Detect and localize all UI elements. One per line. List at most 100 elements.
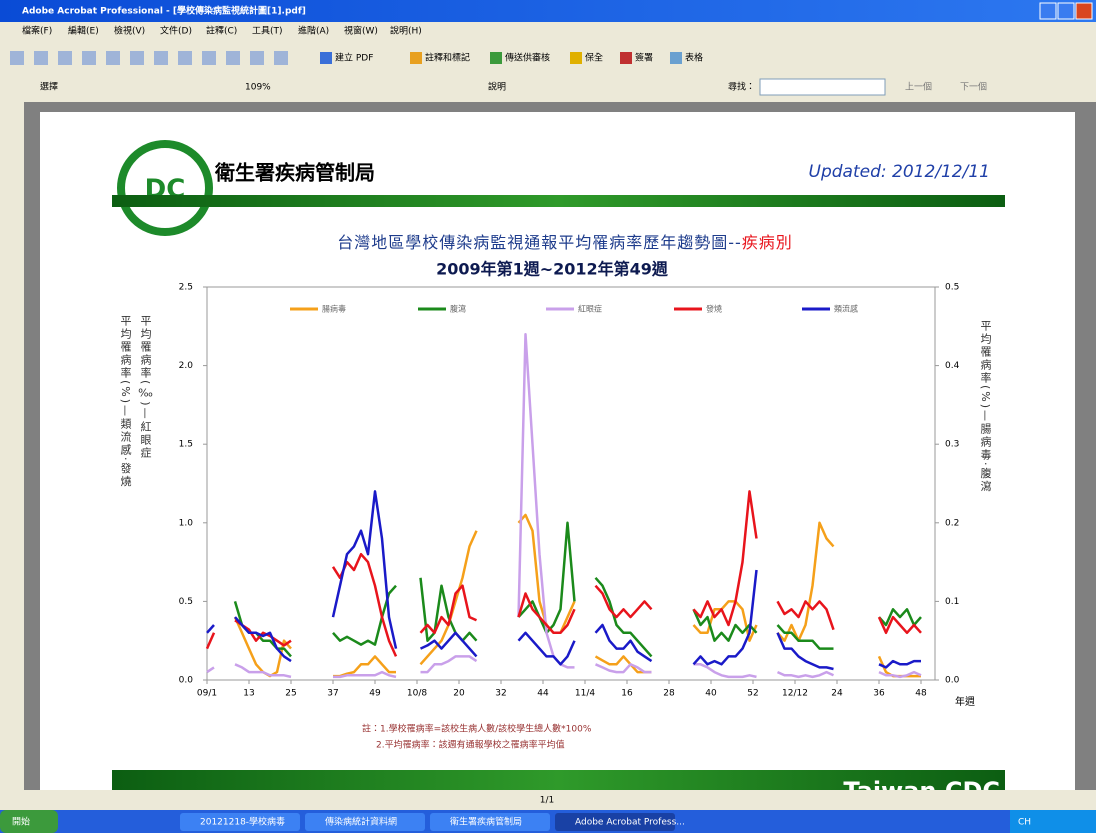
tool-icon[interactable] — [226, 51, 240, 65]
task-button[interactable] — [305, 813, 425, 831]
tool-icon[interactable] — [34, 51, 48, 65]
find-label: 尋找： — [728, 81, 755, 93]
x-tick-label: 49 — [369, 689, 381, 699]
minimize-button[interactable] — [1039, 2, 1057, 20]
x-tick-label: 13 — [243, 689, 254, 699]
page-indicator[interactable]: 1/1 — [540, 796, 554, 806]
x-tick-label: 09/1 — [197, 689, 217, 699]
tool-icon[interactable] — [410, 52, 422, 64]
y-tick-label: 1.0 — [179, 518, 194, 528]
logo — [117, 140, 213, 236]
tool-button[interactable]: 109% — [245, 83, 271, 93]
menu-item[interactable]: 視窗(W) — [344, 25, 378, 37]
tool-icon[interactable] — [274, 51, 288, 65]
note: 註：1.學校罹病率=該校生病人數/該校學生總人數*100% — [362, 723, 592, 735]
maximize-button[interactable] — [1057, 2, 1075, 20]
legend-label[interactable]: 紅眼症 — [578, 304, 602, 314]
chart: 0.0 0.5 1.0 1.5 2.0 2.5 0.0 0.1 0.2 0.3 0.4 0.5 09/1… — [179, 283, 960, 699]
chart-title: 台灣地區學校傳染病監視通報平均罹病率歷年趨勢圖--疾病別 — [337, 233, 793, 252]
y2-tick-label: 0.1 — [945, 597, 959, 607]
close-button[interactable] — [1075, 2, 1093, 20]
tool-button[interactable]: 簽署 — [635, 52, 653, 64]
menu-item[interactable]: 編輯(E) — [68, 25, 99, 37]
tool-button[interactable]: 選擇 — [40, 81, 58, 93]
x-tick-label: 24 — [831, 689, 843, 699]
tool-icon[interactable] — [130, 51, 144, 65]
menu-item[interactable]: 進階(A) — [298, 25, 329, 37]
tool-icon[interactable] — [178, 51, 192, 65]
tool-button[interactable]: 保全 — [585, 52, 603, 64]
series-line — [206, 332, 922, 679]
tool-icon[interactable] — [82, 51, 96, 65]
legend-label[interactable]: 腸病毒 — [322, 304, 346, 314]
task-label[interactable]: 衛生署疾病管制局 — [450, 816, 522, 828]
tool-button[interactable]: 建立 PDF — [335, 52, 373, 64]
legend-label[interactable]: 發燒 — [706, 304, 722, 314]
tool-icon[interactable] — [154, 51, 168, 65]
tool-icon[interactable] — [320, 52, 332, 64]
y-tick-label: 2.5 — [179, 283, 193, 293]
series-line — [206, 490, 921, 671]
task-button[interactable] — [180, 813, 300, 831]
tool-icon[interactable] — [570, 52, 582, 64]
x-tick-label: 48 — [915, 689, 927, 699]
task-label[interactable]: 開始 — [12, 816, 30, 828]
menu-item[interactable]: 檢視(V) — [114, 25, 145, 37]
x-tick-label: 20 — [453, 689, 465, 699]
task-label[interactable]: 20121218-學校病毒 — [200, 816, 285, 828]
find-box[interactable] — [759, 78, 886, 96]
task-button[interactable] — [430, 813, 550, 831]
find-prev[interactable]: 上一個 — [905, 81, 932, 93]
status-bar — [0, 790, 1096, 810]
legend-label[interactable]: 腹瀉 — [450, 304, 466, 314]
legend-label[interactable]: 類流感 — [834, 304, 858, 314]
updated: Updated: 2012/12/11 — [809, 162, 990, 182]
find-next[interactable]: 下一個 — [960, 81, 987, 93]
x-tick-label: 52 — [747, 689, 758, 699]
menu-item[interactable]: 註釋(C) — [206, 25, 237, 37]
nav-pane — [0, 102, 24, 790]
tool-icon[interactable] — [106, 51, 120, 65]
x-tick-label: 10/8 — [407, 689, 427, 699]
y2-tick-label: 0.5 — [945, 283, 959, 293]
x-axis-label: 年週 — [955, 695, 975, 708]
start-button[interactable] — [0, 810, 58, 833]
footer-bar — [112, 770, 1005, 790]
chart-subtitle: 2009年第1週~2012年第49週 — [436, 260, 669, 279]
tool-icon[interactable] — [490, 52, 502, 64]
tool-button[interactable]: 說明 — [488, 81, 506, 93]
tool-icon[interactable] — [58, 51, 72, 65]
x-tick-label: 28 — [663, 689, 675, 699]
y2-tick-label: 0.3 — [945, 440, 959, 450]
tool-icon[interactable] — [670, 52, 682, 64]
task-label[interactable]: 傳染病統計資料網 — [325, 816, 397, 828]
y2-axis-label: 平均罹病率(%)—腸病毒·腹瀉 — [979, 320, 992, 494]
org-name: 衛生署疾病管制局 — [214, 161, 375, 185]
pdf-page — [40, 112, 1075, 792]
y2-tick-label: 0.4 — [945, 361, 960, 371]
tool-button[interactable]: 註釋和標記 — [425, 52, 470, 64]
task-label[interactable]: Adobe Acrobat Profess... — [575, 818, 685, 828]
series-line — [205, 490, 922, 657]
title-main: 台灣地區學校傳染病監視通報平均罹病率歷年趨勢圖-- — [337, 233, 742, 252]
tool-icon[interactable] — [250, 51, 264, 65]
tool-button[interactable]: 表格 — [685, 52, 703, 64]
menu-bar: 檔案(F) 編輯(E) 檢視(V) 文件(D) 註釋(C) 工具(T) 進階(A) 視窗(W)… — [22, 25, 422, 37]
task-button[interactable] — [555, 813, 675, 831]
menu-item[interactable]: 工具(T) — [252, 26, 283, 37]
menu-item[interactable]: 說明(H) — [390, 25, 422, 37]
title-bar — [0, 0, 1096, 22]
tool-button[interactable]: 傳送供審核 — [505, 52, 550, 64]
y-tick-label: 2.0 — [179, 361, 194, 371]
tray — [1010, 810, 1096, 833]
x-tick-label: 11/4 — [575, 689, 595, 699]
plot-frame — [206, 286, 936, 681]
tool-icon[interactable] — [620, 52, 632, 64]
menu-item[interactable]: 文件(D) — [160, 25, 192, 37]
tool-icon[interactable] — [10, 51, 24, 65]
x-tick-label: 16 — [621, 689, 633, 699]
menu-item[interactable]: 檔案(F) — [22, 25, 52, 37]
y2-tick-label: 0.2 — [945, 518, 959, 528]
tool-icon[interactable] — [202, 51, 216, 65]
